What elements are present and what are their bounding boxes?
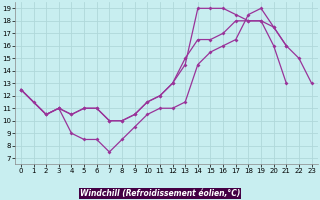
Text: Windchill (Refroidissement éolien,°C): Windchill (Refroidissement éolien,°C) xyxy=(80,189,240,198)
